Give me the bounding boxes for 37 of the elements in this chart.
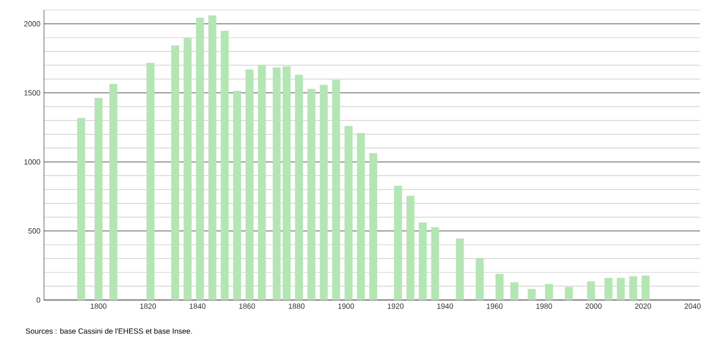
bar [629, 276, 638, 300]
bar [369, 153, 378, 300]
bar [184, 38, 192, 300]
bar [77, 118, 86, 300]
bar [146, 62, 154, 300]
bar [344, 126, 352, 300]
bar [394, 186, 402, 300]
bar [208, 15, 216, 300]
bar [295, 74, 303, 300]
bar [233, 90, 242, 300]
bar [109, 84, 118, 300]
bar [246, 70, 254, 300]
bar [564, 287, 573, 300]
bar [406, 196, 414, 300]
bar [171, 45, 180, 300]
bar [476, 258, 484, 300]
bar [496, 274, 504, 300]
bar [356, 133, 365, 300]
bar [510, 282, 518, 300]
bar [616, 278, 625, 300]
bar [587, 281, 596, 300]
bar [196, 18, 204, 300]
bar [642, 276, 650, 300]
bar [258, 64, 266, 300]
bar [604, 278, 612, 300]
bar [418, 222, 427, 300]
bar [528, 288, 536, 300]
bar [456, 238, 464, 300]
bar [320, 84, 328, 300]
bar [220, 30, 229, 300]
bar [431, 227, 440, 300]
bar [272, 67, 281, 300]
bar [545, 284, 553, 300]
bar [307, 88, 316, 300]
bar [282, 66, 291, 300]
bar [94, 98, 102, 300]
bar [332, 80, 340, 300]
